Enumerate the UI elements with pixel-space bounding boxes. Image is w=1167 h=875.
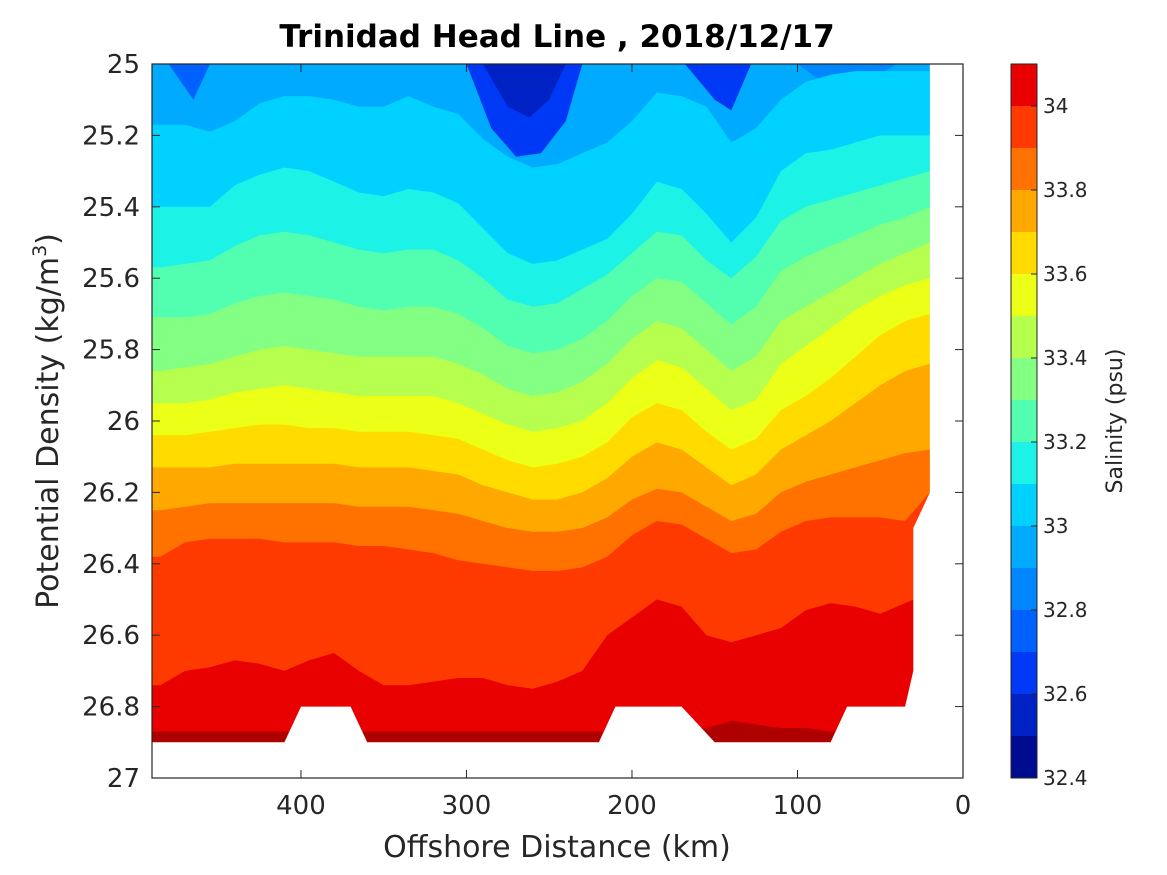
colorbar-tick-label: 34 bbox=[1043, 94, 1068, 118]
colorbar-swatch bbox=[1011, 610, 1037, 652]
colorbar-tick-label: 33.2 bbox=[1043, 430, 1088, 454]
colorbar-tick-label: 33 bbox=[1043, 514, 1068, 538]
x-tick-label: 100 bbox=[773, 791, 823, 821]
colorbar-swatch bbox=[1011, 274, 1037, 316]
y-axis-label-tail: ) bbox=[31, 233, 66, 245]
colorbar-swatch bbox=[1011, 568, 1037, 610]
colorbar-swatch bbox=[1011, 652, 1037, 694]
colorbar-swatch bbox=[1011, 400, 1037, 442]
colorbar-tick-label: 32.6 bbox=[1043, 682, 1088, 706]
colorbar-swatch bbox=[1011, 106, 1037, 148]
y-axis-label-superscript: 3 bbox=[29, 245, 51, 257]
colorbar-swatch bbox=[1011, 64, 1037, 106]
x-tick-label: 400 bbox=[276, 791, 326, 821]
salinity-pocket-3 bbox=[168, 64, 210, 100]
salinity-pocket-2 bbox=[684, 64, 752, 111]
y-tick-label: 25.8 bbox=[82, 336, 140, 366]
colorbar-label: Salinity (psu) bbox=[1103, 349, 1128, 494]
colorbar-tick-label: 33.6 bbox=[1043, 262, 1088, 286]
y-tick-label: 26.2 bbox=[82, 478, 140, 508]
y-tick-label: 25.4 bbox=[82, 193, 140, 223]
y-axis-ticks: 25 25.2 25.4 25.6 25.8 26 26.2 26.4 26.6 26.8 27 bbox=[82, 50, 963, 794]
salinity-pocket-1 bbox=[483, 64, 566, 118]
x-tick-label: 300 bbox=[442, 791, 492, 821]
colorbar-swatch bbox=[1011, 232, 1037, 274]
colorbar-tick-label: 33.4 bbox=[1043, 346, 1088, 370]
y-tick-label: 26.6 bbox=[82, 621, 140, 651]
y-axis-label-main: Potential Density (kg/m bbox=[31, 257, 66, 609]
colorbar-tick-label: 32.8 bbox=[1043, 598, 1088, 622]
colorbar-swatch bbox=[1011, 148, 1037, 190]
y-tick-label: 27 bbox=[107, 764, 140, 794]
x-axis-ticks: 400 300 200 100 0 bbox=[276, 64, 971, 821]
colorbar-ticks: 32.4 32.6 32.8 33 33.2 33.4 33.6 33.8 34 bbox=[1031, 94, 1088, 790]
y-tick-label: 26.8 bbox=[82, 693, 140, 723]
colorbar-tick-label: 33.8 bbox=[1043, 178, 1088, 202]
x-axis-label: Offshore Distance (km) bbox=[383, 830, 731, 865]
colorbar-swatch bbox=[1011, 190, 1037, 232]
colorbar-swatch bbox=[1011, 316, 1037, 358]
y-axis-label: Potential Density (kg/m3) bbox=[29, 233, 66, 609]
y-tick-label: 25 bbox=[107, 50, 140, 80]
x-tick-label: 0 bbox=[955, 791, 972, 821]
colorbar bbox=[1011, 64, 1037, 778]
colorbar-swatch bbox=[1011, 526, 1037, 568]
colorbar-frame bbox=[1010, 63, 1038, 779]
no-data-mask bbox=[152, 64, 963, 778]
colorbar-swatch bbox=[1011, 484, 1037, 526]
y-tick-label: 25.2 bbox=[82, 121, 140, 151]
colorbar-tick-label: 32.4 bbox=[1043, 766, 1088, 790]
colorbar-swatch bbox=[1011, 442, 1037, 484]
colorbar-swatch bbox=[1011, 736, 1037, 778]
contour-field bbox=[152, 64, 963, 778]
colorbar-swatch bbox=[1011, 358, 1037, 400]
y-tick-label: 25.6 bbox=[82, 264, 140, 294]
y-tick-label: 26.4 bbox=[82, 550, 140, 580]
y-tick-label: 26 bbox=[107, 407, 140, 437]
colorbar-swatch bbox=[1011, 694, 1037, 736]
x-tick-label: 200 bbox=[607, 791, 657, 821]
chart-title: Trinidad Head Line , 2018/12/17 bbox=[279, 19, 834, 55]
